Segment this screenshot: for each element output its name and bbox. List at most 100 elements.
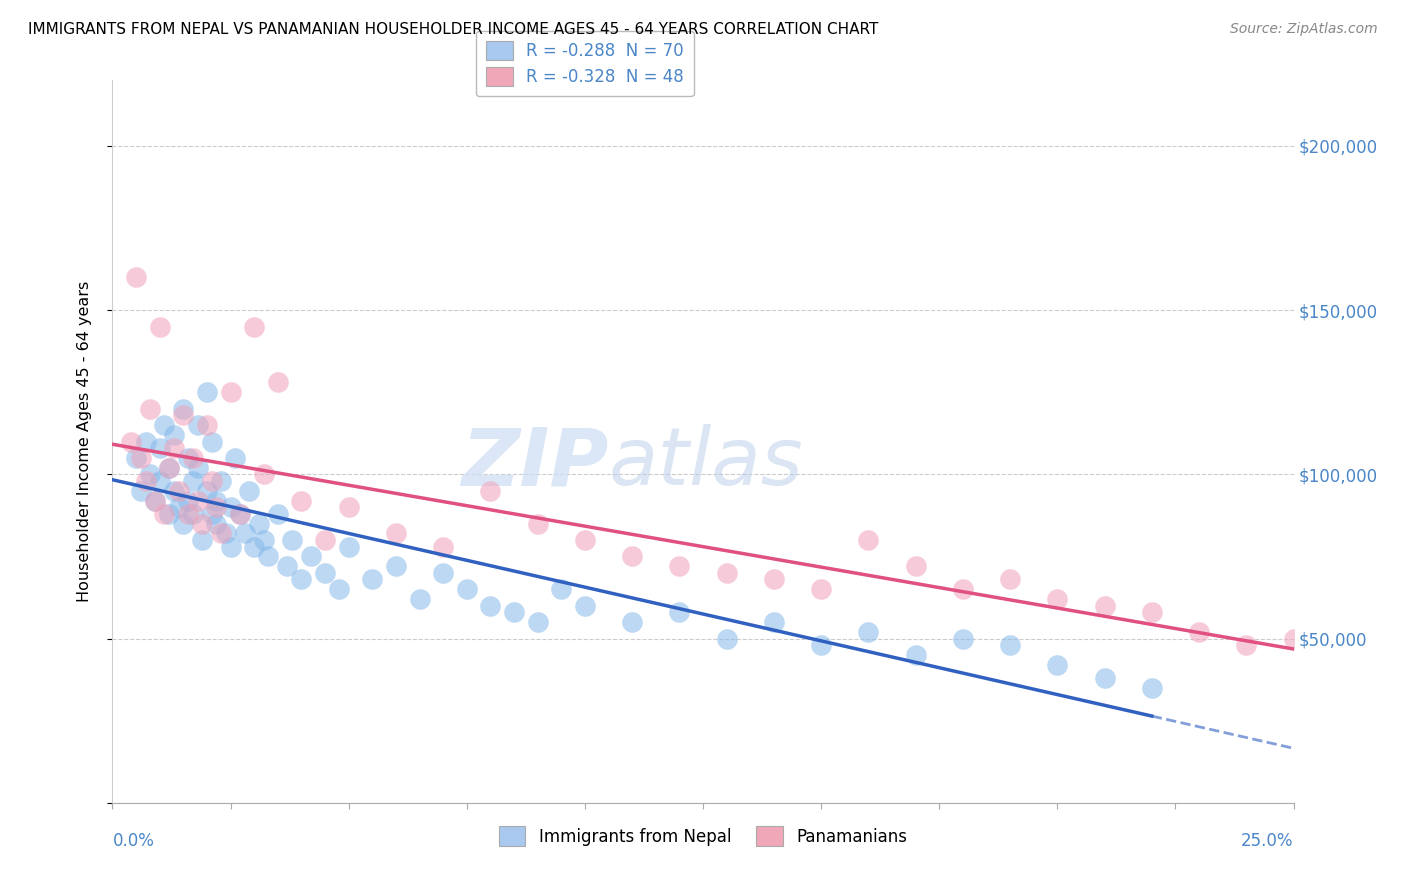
Point xyxy=(503,605,526,619)
Point xyxy=(191,533,214,547)
Point xyxy=(129,450,152,465)
Point xyxy=(186,493,208,508)
Point xyxy=(209,526,232,541)
Point xyxy=(299,549,322,564)
Point xyxy=(186,418,208,433)
Point xyxy=(281,533,304,547)
Point xyxy=(361,573,384,587)
Point xyxy=(762,573,785,587)
Point xyxy=(143,493,166,508)
Point xyxy=(267,507,290,521)
Point xyxy=(139,401,162,416)
Point xyxy=(479,599,502,613)
Point xyxy=(904,559,927,574)
Point xyxy=(209,474,232,488)
Point xyxy=(456,582,478,597)
Point xyxy=(243,540,266,554)
Point xyxy=(201,507,224,521)
Point xyxy=(172,409,194,423)
Point xyxy=(157,460,180,475)
Point xyxy=(858,533,880,547)
Point xyxy=(952,582,974,597)
Point xyxy=(337,500,360,515)
Point xyxy=(125,450,148,465)
Point xyxy=(229,507,252,521)
Y-axis label: Householder Income Ages 45 - 64 years: Householder Income Ages 45 - 64 years xyxy=(77,281,91,602)
Text: IMMIGRANTS FROM NEPAL VS PANAMANIAN HOUSEHOLDER INCOME AGES 45 - 64 YEARS CORREL: IMMIGRANTS FROM NEPAL VS PANAMANIAN HOUS… xyxy=(28,22,879,37)
Point xyxy=(157,460,180,475)
Point xyxy=(337,540,360,554)
Point xyxy=(432,566,454,580)
Point xyxy=(191,516,214,531)
Point xyxy=(904,648,927,662)
Legend: Immigrants from Nepal, Panamanians: Immigrants from Nepal, Panamanians xyxy=(492,820,914,852)
Point xyxy=(163,441,186,455)
Point xyxy=(181,507,204,521)
Point xyxy=(247,516,270,531)
Point xyxy=(153,418,176,433)
Point xyxy=(432,540,454,554)
Point xyxy=(385,559,408,574)
Point xyxy=(205,516,228,531)
Point xyxy=(219,540,242,554)
Point xyxy=(177,507,200,521)
Point xyxy=(267,376,290,390)
Point xyxy=(621,615,644,630)
Point xyxy=(215,526,238,541)
Point xyxy=(135,474,157,488)
Text: atlas: atlas xyxy=(609,425,803,502)
Point xyxy=(163,428,186,442)
Point xyxy=(149,441,172,455)
Point xyxy=(385,526,408,541)
Point xyxy=(139,467,162,482)
Point xyxy=(181,474,204,488)
Point xyxy=(233,526,256,541)
Point xyxy=(167,483,190,498)
Point xyxy=(858,625,880,640)
Point xyxy=(129,483,152,498)
Point xyxy=(195,483,218,498)
Point xyxy=(668,605,690,619)
Point xyxy=(177,493,200,508)
Point xyxy=(526,516,548,531)
Point xyxy=(243,319,266,334)
Point xyxy=(550,582,572,597)
Point xyxy=(810,638,832,652)
Point xyxy=(574,533,596,547)
Point xyxy=(1188,625,1211,640)
Point xyxy=(574,599,596,613)
Text: Source: ZipAtlas.com: Source: ZipAtlas.com xyxy=(1230,22,1378,37)
Point xyxy=(205,493,228,508)
Point xyxy=(201,434,224,449)
Point xyxy=(149,319,172,334)
Point xyxy=(526,615,548,630)
Point xyxy=(998,573,1021,587)
Point xyxy=(1046,657,1069,672)
Point xyxy=(328,582,350,597)
Point xyxy=(314,533,336,547)
Point xyxy=(716,632,738,646)
Point xyxy=(219,500,242,515)
Point xyxy=(219,385,242,400)
Point xyxy=(201,474,224,488)
Point xyxy=(668,559,690,574)
Point xyxy=(135,434,157,449)
Point xyxy=(1140,681,1163,695)
Point xyxy=(205,500,228,515)
Point xyxy=(290,493,312,508)
Point xyxy=(120,434,142,449)
Text: 0.0%: 0.0% xyxy=(112,831,155,850)
Point xyxy=(257,549,280,564)
Point xyxy=(149,474,172,488)
Text: ZIP: ZIP xyxy=(461,425,609,502)
Point xyxy=(1234,638,1257,652)
Point xyxy=(290,573,312,587)
Point xyxy=(998,638,1021,652)
Point xyxy=(125,270,148,285)
Point xyxy=(952,632,974,646)
Point xyxy=(253,467,276,482)
Text: 25.0%: 25.0% xyxy=(1241,831,1294,850)
Point xyxy=(195,418,218,433)
Point xyxy=(314,566,336,580)
Point xyxy=(177,450,200,465)
